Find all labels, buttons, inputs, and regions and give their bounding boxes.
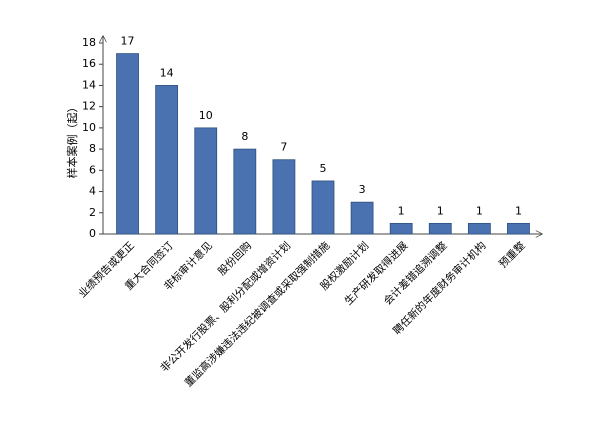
data-label: 3 [359,183,366,196]
bar [389,222,413,235]
y-tick-label: 14 [82,78,96,91]
data-label: 5 [320,162,327,175]
y-tick-label: 16 [82,57,96,70]
x-tick-label: 董监高涉嫌违法违纪被调查或采取强制措施 [182,239,333,390]
data-label: 1 [515,204,522,217]
bar [272,159,296,235]
data-label: 17 [121,35,135,48]
data-label: 8 [241,130,248,143]
bar [116,53,139,235]
data-label: 10 [199,109,213,122]
bar [194,127,218,235]
bar [233,148,257,235]
data-label: 1 [476,204,483,217]
data-label: 1 [398,204,405,217]
x-tick-label: 股份回购 [215,239,254,278]
bar [155,85,179,235]
bar [507,222,530,235]
y-tick-label: 4 [89,185,96,198]
y-axis-label: 样本案例（起） [65,102,79,179]
y-tick-label: 0 [89,227,96,240]
bar [311,180,335,235]
bar [428,222,452,235]
data-label: 7 [280,141,287,154]
x-tick-label: 预重整 [496,239,528,271]
bar [467,222,491,235]
data-label: 14 [160,66,174,79]
data-label: 1 [437,204,444,217]
bar [350,201,374,235]
y-tick-label: 2 [89,206,96,219]
x-tick-label: 业绩预告或更正 [76,239,137,300]
y-tick-label: 8 [89,142,96,155]
y-tick-label: 6 [89,163,96,176]
y-tick-label: 12 [82,100,96,113]
y-tick-label: 10 [82,121,96,134]
y-tick-label: 18 [82,36,96,49]
